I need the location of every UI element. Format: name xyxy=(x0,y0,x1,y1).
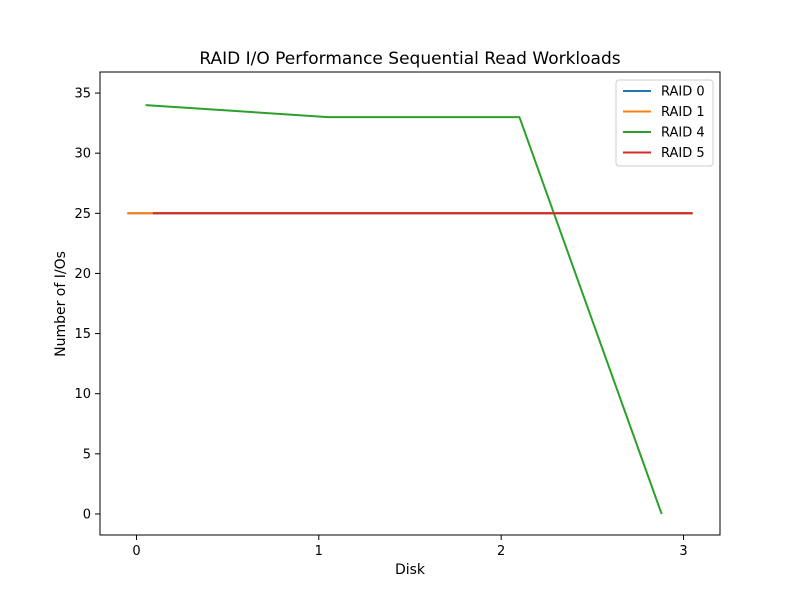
legend-label-3: RAID 5 xyxy=(661,146,705,161)
x-tick-label: 1 xyxy=(315,544,323,559)
legend: RAID 0 RAID 1 RAID 4 RAID 5 xyxy=(615,79,714,167)
y-axis-label: Number of I/Os xyxy=(53,251,69,357)
x-tick-label: 2 xyxy=(497,544,505,559)
y-tick-label: 35 xyxy=(74,87,91,102)
x-axis-label: Disk xyxy=(395,562,426,578)
chart-title: RAID I/O Performance Sequential Read Wor… xyxy=(199,49,620,69)
series-line-2 xyxy=(145,104,663,515)
x-tick-label: 0 xyxy=(132,544,140,559)
y-tick-label: 15 xyxy=(74,327,91,342)
legend-label-1: RAID 1 xyxy=(661,105,705,120)
legend-label-0: RAID 0 xyxy=(661,85,705,100)
y-tick-label: 0 xyxy=(83,507,91,522)
legend-label-2: RAID 4 xyxy=(661,126,705,141)
series-layer xyxy=(127,104,693,515)
x-axis: 0 1 2 3 xyxy=(132,535,688,559)
legend-box xyxy=(615,79,714,167)
y-axis: 0 5 10 15 20 25 30 35 xyxy=(74,87,100,522)
plot-frame xyxy=(99,71,721,536)
y-tick-label: 10 xyxy=(74,387,91,402)
y-tick-label: 20 xyxy=(74,267,91,282)
y-tick-label: 25 xyxy=(74,207,91,222)
x-tick-label: 3 xyxy=(679,544,687,559)
y-tick-label: 30 xyxy=(74,147,91,162)
y-tick-label: 5 xyxy=(83,447,91,462)
